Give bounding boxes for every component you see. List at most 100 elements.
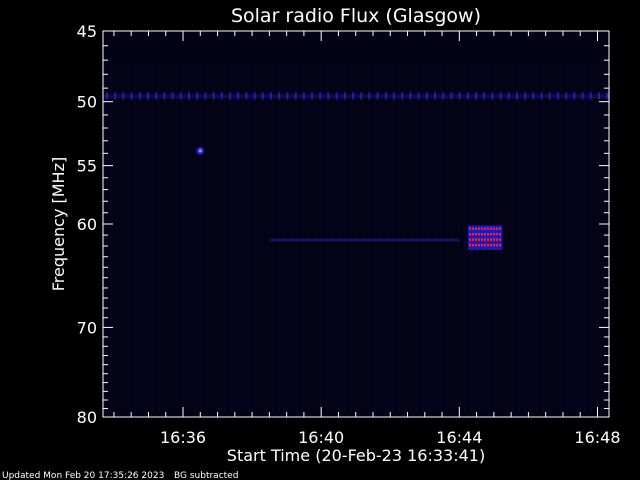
interference-dash (557, 92, 559, 100)
burst-pixel (471, 232, 474, 236)
interference-dash (171, 92, 174, 100)
interference-dash (138, 92, 141, 100)
burst-pixel (474, 227, 477, 230)
burst-pixel (489, 238, 492, 241)
burst-pixel (489, 227, 492, 230)
interference-dash (524, 92, 527, 100)
interference-dash (573, 92, 576, 100)
burst-pixel (495, 232, 498, 236)
burst-pixel (468, 238, 471, 241)
interference-dash (294, 92, 297, 100)
interference-dash (606, 92, 609, 100)
footer-bg-note: BG subtracted (174, 471, 238, 480)
interference-dash (499, 92, 502, 100)
interference-dash (130, 92, 133, 100)
interference-dash (196, 92, 199, 100)
interference-dash (311, 92, 313, 100)
y-axis: 45 50 55 60 70 80 (77, 22, 609, 427)
x-axis: 16:36 16:40 16:44 16:48 (113, 31, 621, 447)
interference-dash (220, 92, 223, 100)
interference-dash (516, 92, 518, 100)
burst-pixel (468, 243, 471, 247)
interference-dash (450, 92, 453, 100)
interference-dash (475, 92, 477, 100)
interference-dash (458, 92, 461, 100)
interference-dash (417, 92, 420, 100)
interference-dash (548, 92, 551, 100)
interference-dash (491, 92, 494, 100)
interference-dash (598, 92, 600, 100)
faint-emission-band (269, 238, 460, 242)
burst-pixel (474, 243, 477, 247)
interference-dash (425, 92, 428, 100)
burst-pixel (471, 243, 474, 247)
interference-dash (106, 92, 108, 100)
burst-pixel (483, 232, 486, 236)
burst-pixel (474, 238, 477, 241)
burst-pixel (480, 243, 483, 247)
y-tick-label: 70 (77, 318, 97, 337)
burst-pixel (495, 243, 498, 247)
interference-dash (376, 92, 379, 100)
y-tick-label: 45 (77, 22, 97, 41)
burst-pixel (471, 227, 474, 230)
interference-dash (270, 92, 272, 100)
burst-pixel (498, 232, 501, 236)
burst-pixel (498, 227, 501, 230)
spectrogram-background (103, 31, 609, 417)
interference-dash (532, 92, 535, 100)
interference-dash (245, 92, 248, 100)
footer-updated: Updated Mon Feb 20 17:35:26 2023 (2, 471, 164, 480)
interference-dash (327, 92, 330, 100)
burst-pixel (480, 227, 483, 230)
interference-dash (237, 92, 240, 100)
interference-dash (114, 92, 117, 100)
burst-pixel (486, 227, 489, 230)
burst-pixel (468, 232, 471, 236)
interference-dash (565, 92, 568, 100)
y-axis-label: Frequency [MHz] (49, 157, 68, 291)
y-tick-label: 55 (77, 157, 97, 176)
interference-dash (335, 92, 338, 100)
interference-dash (188, 92, 190, 100)
interference-dash (442, 92, 445, 100)
burst-pixel (495, 227, 498, 230)
interference-dash (401, 92, 404, 100)
interference-dash (229, 92, 231, 100)
interference-dash (179, 92, 182, 100)
burst-pixel (477, 232, 480, 236)
interference-dash (253, 92, 256, 100)
burst-pixel (483, 227, 486, 230)
burst-pixel (498, 238, 501, 241)
burst-pixel (477, 227, 480, 230)
burst-pixel (492, 243, 495, 247)
interference-dash (434, 92, 436, 100)
burst-pixel (468, 227, 471, 230)
interference-dash (319, 92, 322, 100)
interference-dash (393, 92, 395, 100)
y-tick-label: 60 (77, 215, 97, 234)
interference-dash (360, 92, 363, 100)
interference-dash (466, 92, 469, 100)
burst-pixel (477, 243, 480, 247)
spectrogram-heatmap (103, 31, 609, 417)
interference-dash (122, 92, 125, 100)
interference-dash (540, 92, 543, 100)
burst-pixel (498, 243, 501, 247)
y-tick-label: 50 (77, 93, 97, 112)
interference-band (103, 94, 609, 99)
burst-pixel (486, 238, 489, 241)
x-tick-label: 16:40 (298, 428, 344, 447)
interference-dash (409, 92, 412, 100)
interference-dash (384, 92, 387, 100)
burst-pixel (492, 227, 495, 230)
burst-pixel (483, 238, 486, 241)
interference-dash (343, 92, 346, 100)
interference-dash (163, 92, 166, 100)
burst-pixel (483, 243, 486, 247)
burst-pixel (480, 238, 483, 241)
interference-dash (507, 92, 510, 100)
interference-dash (483, 92, 486, 100)
burst-pixel (495, 238, 498, 241)
